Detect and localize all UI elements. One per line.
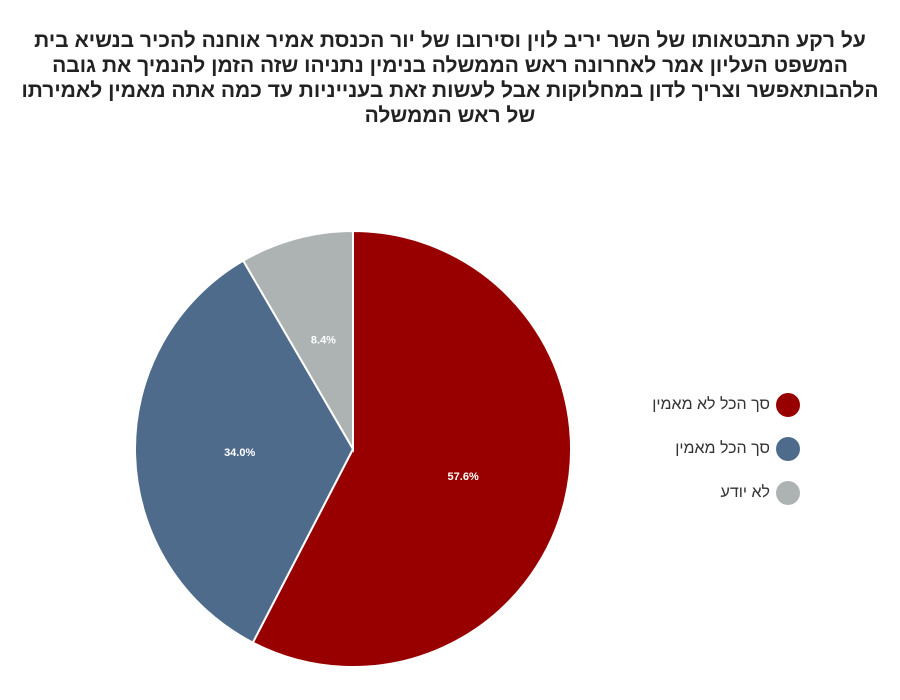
chart-title: על רקע התבטאותו של השר יריב לוין וסירובו… <box>21 29 879 127</box>
legend-item-not-believe[interactable]: סך הכל לא מאמין <box>560 390 800 420</box>
slice-label-dont-know: 8.4% <box>311 335 336 347</box>
slice-label-believe: 34.0% <box>224 447 255 459</box>
legend-swatch-believe <box>776 437 800 461</box>
legend: סך הכל לא מאמין סך הכל מאמין לא יודע <box>560 390 800 522</box>
pie-slice-dont-know[interactable] <box>241 229 354 453</box>
legend-label-not-believe: סך הכל לא מאמין <box>652 396 770 413</box>
slice-label-not-believe: 57.6% <box>448 471 479 483</box>
legend-label-dont-know: לא יודע <box>720 484 770 501</box>
legend-label-believe: סך הכל מאמין <box>675 440 770 457</box>
legend-item-believe[interactable]: סך הכל מאמין <box>560 434 800 464</box>
legend-swatch-not-believe <box>776 393 800 417</box>
legend-swatch-dont-know <box>776 481 800 505</box>
legend-item-dont-know[interactable]: לא יודע <box>560 478 800 508</box>
pie-slice-not-believe[interactable] <box>251 229 572 668</box>
